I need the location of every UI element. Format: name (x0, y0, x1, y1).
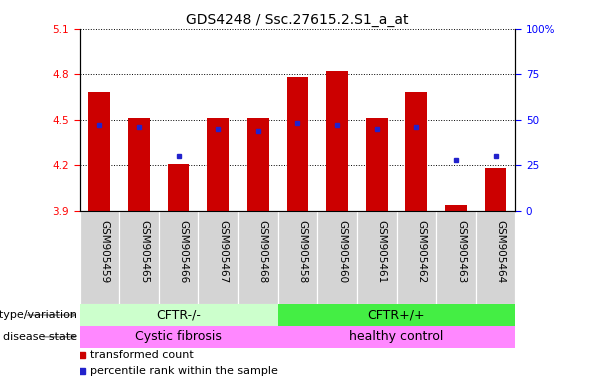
Bar (286, 77, 309, 210)
Bar (277, 304, 515, 326)
Text: disease state: disease state (3, 332, 77, 342)
Bar (80, 326, 277, 348)
Text: GSM905466: GSM905466 (178, 220, 188, 283)
Bar (357, 210, 396, 304)
Text: genotype/variation: genotype/variation (0, 310, 77, 320)
Text: GSM905467: GSM905467 (218, 220, 228, 283)
Bar (405, 93, 427, 210)
Text: GDS4248 / Ssc.27615.2.S1_a_at: GDS4248 / Ssc.27615.2.S1_a_at (186, 13, 409, 27)
Bar (119, 210, 159, 304)
Bar (445, 205, 467, 210)
Bar (396, 210, 436, 304)
Text: CFTR+/+: CFTR+/+ (368, 308, 425, 321)
Bar (277, 210, 317, 304)
Text: GSM905464: GSM905464 (495, 220, 505, 283)
Bar (128, 118, 150, 210)
Text: CFTR-/-: CFTR-/- (156, 308, 201, 321)
Bar (168, 164, 190, 210)
Bar (317, 210, 357, 304)
Text: GSM905465: GSM905465 (139, 220, 149, 283)
Bar (476, 210, 515, 304)
Bar (366, 118, 388, 210)
Bar (207, 118, 229, 210)
Bar (247, 118, 269, 210)
Text: transformed count: transformed count (91, 350, 194, 360)
Bar (80, 210, 119, 304)
Bar (198, 210, 238, 304)
Text: GSM905460: GSM905460 (337, 220, 347, 283)
Text: healthy control: healthy control (349, 330, 444, 343)
Bar (88, 93, 110, 210)
Text: GSM905468: GSM905468 (258, 220, 268, 283)
Bar (277, 326, 515, 348)
Bar (80, 304, 277, 326)
Text: Cystic fibrosis: Cystic fibrosis (135, 330, 222, 343)
Bar (326, 71, 348, 210)
Bar (436, 210, 476, 304)
Text: GSM905459: GSM905459 (100, 220, 110, 283)
Text: GSM905461: GSM905461 (377, 220, 387, 283)
Text: GSM905462: GSM905462 (416, 220, 426, 283)
Bar (238, 210, 277, 304)
Text: GSM905458: GSM905458 (297, 220, 307, 283)
Text: percentile rank within the sample: percentile rank within the sample (91, 366, 278, 376)
Text: GSM905463: GSM905463 (456, 220, 466, 283)
Bar (485, 168, 507, 210)
Bar (159, 210, 198, 304)
